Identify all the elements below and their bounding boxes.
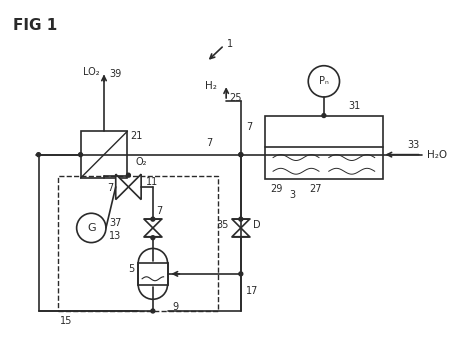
Text: 39: 39 <box>109 68 121 79</box>
Circle shape <box>322 114 326 118</box>
Text: 37: 37 <box>109 218 121 228</box>
Text: O₂: O₂ <box>135 158 147 167</box>
Circle shape <box>239 217 243 221</box>
Bar <box>81 131 127 178</box>
Text: 9: 9 <box>172 302 179 312</box>
Text: 15: 15 <box>60 316 72 326</box>
Text: LO₂: LO₂ <box>82 67 99 76</box>
Text: H₂: H₂ <box>204 81 216 91</box>
Circle shape <box>151 217 155 221</box>
Bar <box>265 115 382 179</box>
Text: 5: 5 <box>128 264 135 274</box>
Polygon shape <box>128 174 141 199</box>
Text: 27: 27 <box>309 184 322 194</box>
Text: 17: 17 <box>246 286 258 296</box>
Text: G: G <box>87 223 95 233</box>
Circle shape <box>239 153 243 157</box>
Circle shape <box>308 66 339 97</box>
Text: H₂O: H₂O <box>427 150 447 160</box>
Text: 7: 7 <box>207 138 213 148</box>
Text: 7: 7 <box>107 183 113 193</box>
Circle shape <box>79 153 82 157</box>
Bar <box>138 263 167 285</box>
Polygon shape <box>116 174 128 199</box>
Text: 33: 33 <box>407 140 419 150</box>
Text: 29: 29 <box>270 184 283 194</box>
Circle shape <box>151 236 155 240</box>
Text: 7: 7 <box>246 122 252 132</box>
Text: 25: 25 <box>229 93 242 103</box>
Text: D: D <box>252 220 260 230</box>
Text: 11: 11 <box>146 177 158 187</box>
Polygon shape <box>144 228 162 237</box>
Circle shape <box>239 272 243 276</box>
Text: Pₙ: Pₙ <box>319 76 329 86</box>
Text: 13: 13 <box>109 231 121 241</box>
Text: 35: 35 <box>216 220 229 230</box>
Text: 3: 3 <box>290 190 296 200</box>
Circle shape <box>36 153 40 157</box>
Circle shape <box>126 173 130 177</box>
Text: 21: 21 <box>130 131 143 141</box>
Text: 1: 1 <box>227 39 233 49</box>
Text: FIG 1: FIG 1 <box>13 18 57 33</box>
Bar <box>58 176 218 311</box>
Polygon shape <box>232 228 250 237</box>
Circle shape <box>239 153 243 157</box>
Circle shape <box>151 309 155 313</box>
Circle shape <box>76 213 106 242</box>
Text: 31: 31 <box>348 101 360 111</box>
Text: 7: 7 <box>156 206 162 216</box>
Polygon shape <box>232 219 250 228</box>
Polygon shape <box>144 219 162 228</box>
